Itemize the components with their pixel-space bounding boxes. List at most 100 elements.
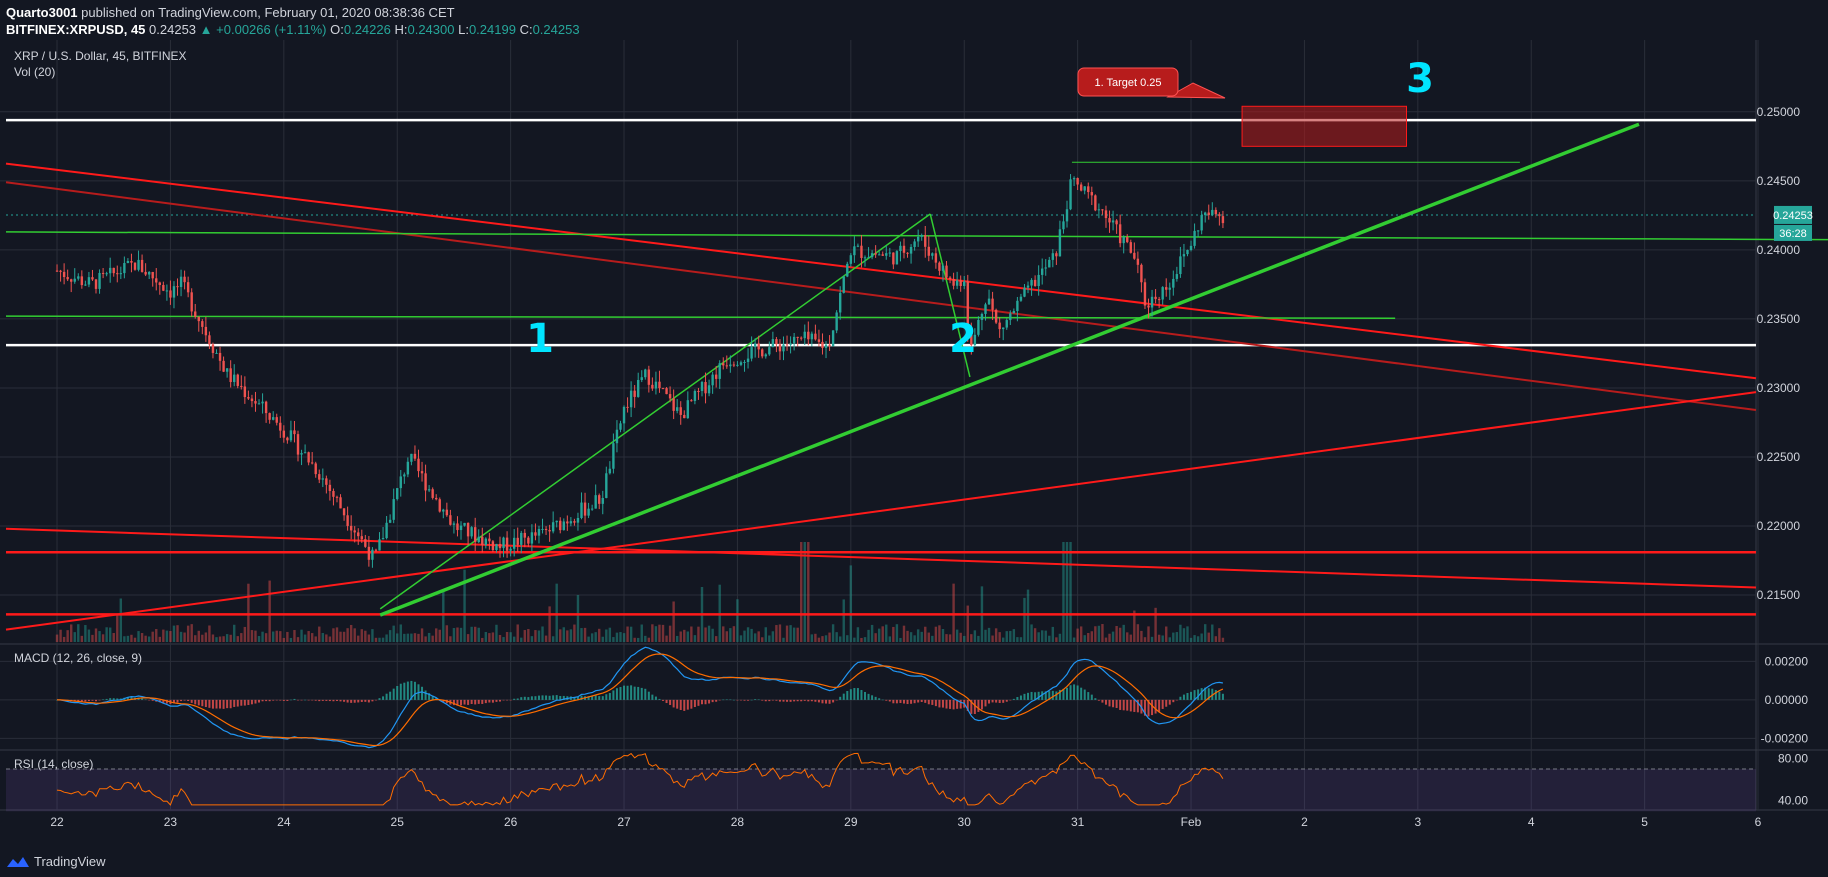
candle-body bbox=[119, 273, 123, 275]
volume-bar bbox=[612, 637, 615, 642]
author-name[interactable]: Quarto3001 bbox=[6, 5, 78, 20]
volume-bar bbox=[594, 632, 597, 642]
macd-histogram-bar bbox=[725, 699, 728, 701]
macd-histogram-bar bbox=[1076, 685, 1079, 700]
macd-histogram-bar bbox=[1034, 692, 1037, 700]
macd-histogram-bar bbox=[520, 697, 523, 700]
candle-body bbox=[931, 253, 934, 256]
brand-name[interactable]: TradingView bbox=[34, 854, 106, 869]
candle-body bbox=[349, 525, 353, 531]
volume-bar bbox=[955, 629, 959, 642]
volume-bar bbox=[906, 630, 909, 642]
volume-bar bbox=[367, 634, 371, 642]
candle-body bbox=[1090, 192, 1094, 196]
volume-bar bbox=[580, 628, 583, 642]
macd-histogram-bar bbox=[254, 699, 257, 704]
volume-bar bbox=[357, 635, 360, 642]
symbol-label[interactable]: BITFINEX:XRPUSD, 45 bbox=[6, 22, 146, 37]
macd-histogram-bar bbox=[126, 697, 129, 700]
candle-body bbox=[927, 246, 930, 256]
volume-bar bbox=[569, 629, 573, 642]
macd-histogram-bar bbox=[431, 696, 434, 700]
candle-body bbox=[520, 532, 523, 545]
volume-bar bbox=[459, 627, 463, 642]
macd-histogram-bar bbox=[856, 688, 859, 700]
volume-bar bbox=[1129, 634, 1132, 642]
callout-pointer bbox=[1166, 82, 1226, 99]
candle-body bbox=[1009, 313, 1012, 321]
volume-bar bbox=[590, 633, 594, 642]
macd-histogram-bar bbox=[768, 699, 771, 702]
candle-body bbox=[176, 286, 179, 288]
volume-bar bbox=[137, 631, 140, 642]
macd-histogram-bar bbox=[612, 690, 615, 700]
volume-bar bbox=[544, 635, 548, 642]
x-tick-label: 26 bbox=[504, 815, 518, 829]
candle-body bbox=[62, 271, 66, 278]
volume-bar bbox=[371, 629, 374, 642]
volume-bar bbox=[527, 629, 530, 642]
macd-histogram-bar bbox=[392, 688, 395, 700]
x-tick-label: 5 bbox=[1641, 815, 1648, 829]
candle-body bbox=[863, 257, 867, 259]
candle-body bbox=[605, 473, 608, 498]
price-chart[interactable]: 1. Target 0.251 23 22 23 24 25 26 27 28 29 30 31 Fe… bbox=[0, 40, 1828, 846]
macd-histogram-bar bbox=[1041, 691, 1044, 700]
volume-bar bbox=[201, 634, 204, 642]
volume-bar bbox=[679, 631, 682, 642]
volume-bar bbox=[1179, 624, 1182, 642]
countdown-tag bbox=[1774, 224, 1812, 241]
candle-body bbox=[948, 277, 952, 280]
candle-body bbox=[254, 401, 257, 404]
candle-body bbox=[66, 277, 69, 280]
candle-body bbox=[1143, 282, 1147, 306]
volume-bar bbox=[732, 626, 736, 642]
volume-bar bbox=[470, 626, 473, 642]
trend-lines[interactable] bbox=[5, 118, 1828, 631]
rsi-label: RSI (14, close) bbox=[14, 757, 93, 771]
macd-histogram-bar bbox=[789, 699, 792, 702]
macd-histogram-bar bbox=[1151, 699, 1154, 716]
candle-body bbox=[1193, 230, 1196, 246]
volume-bar bbox=[668, 625, 672, 642]
annotations[interactable]: 1. Target 0.25 1 2 3 bbox=[526, 56, 1434, 362]
candle-body bbox=[314, 463, 317, 475]
volume-bar bbox=[626, 626, 629, 642]
volume-bar bbox=[856, 627, 860, 642]
candle-body bbox=[498, 543, 502, 549]
candle-body bbox=[821, 341, 824, 348]
macd-histogram-bar bbox=[995, 699, 998, 703]
macd-histogram-bar bbox=[672, 699, 675, 708]
candle-body bbox=[73, 278, 76, 282]
volume-bar bbox=[108, 627, 112, 642]
candle-body bbox=[870, 253, 874, 258]
volume-bar bbox=[963, 635, 966, 642]
x-tick-label: 22 bbox=[50, 815, 64, 829]
macd-histogram-bar bbox=[980, 699, 983, 710]
macd-histogram-bar bbox=[931, 699, 934, 705]
macd-histogram-bar bbox=[350, 699, 353, 703]
candle-body bbox=[576, 517, 580, 523]
candle-body bbox=[257, 403, 261, 405]
candle-body bbox=[126, 260, 130, 264]
x-tick-label: 27 bbox=[617, 815, 631, 829]
macd-histogram-bar bbox=[1023, 693, 1026, 700]
macd-histogram-bar bbox=[1044, 691, 1047, 700]
volume-bars bbox=[55, 542, 1225, 642]
x-tick-label: 31 bbox=[1071, 815, 1085, 829]
macd-histogram-bar bbox=[1019, 695, 1022, 700]
macd-histogram-bar bbox=[1108, 699, 1111, 707]
candle-body bbox=[240, 385, 243, 387]
macd-histogram-bar bbox=[268, 699, 271, 702]
macd-histogram-bar bbox=[1115, 699, 1118, 708]
macd-histogram-bar bbox=[250, 699, 253, 705]
macd-histogram-bar bbox=[803, 699, 806, 701]
macd-histogram-bar bbox=[874, 696, 877, 700]
macd-histogram-bar bbox=[258, 699, 261, 703]
volume-bar bbox=[1048, 635, 1051, 642]
candle-body bbox=[906, 252, 909, 254]
volume-bar bbox=[179, 631, 183, 642]
y-tick-label: 0.24500 bbox=[1757, 174, 1801, 188]
candle-body bbox=[1076, 178, 1079, 185]
candle-body bbox=[1122, 237, 1125, 244]
